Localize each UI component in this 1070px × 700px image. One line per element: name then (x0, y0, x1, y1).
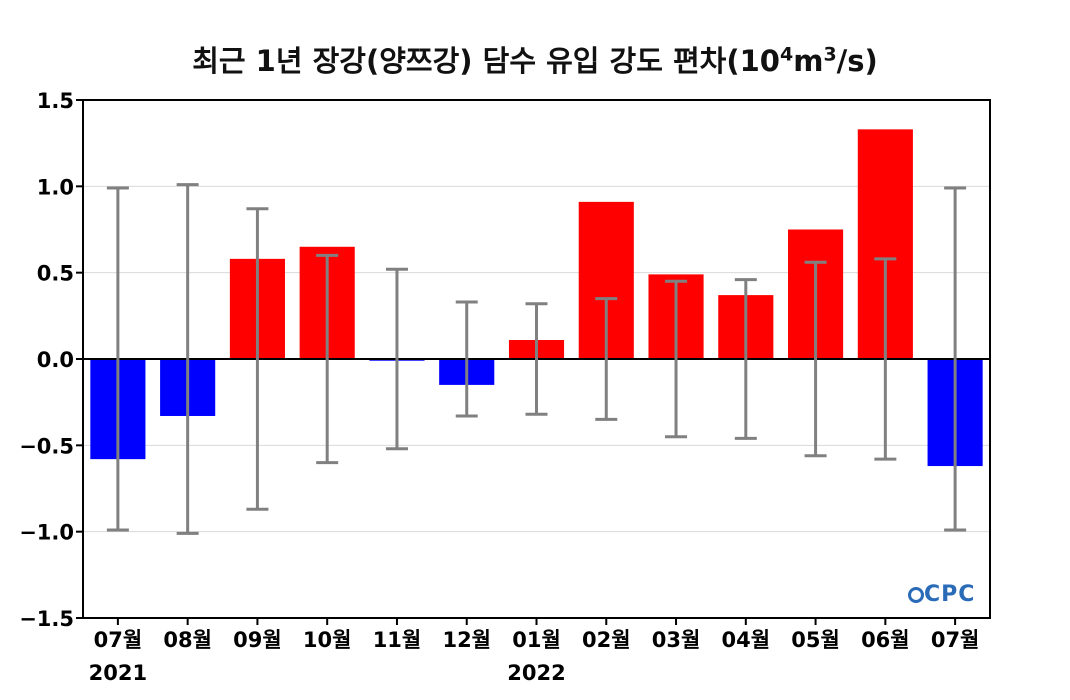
ytick-label-2: −0.5 (19, 434, 74, 458)
logo-mark-icon (908, 587, 924, 603)
error-bar-5 (455, 300, 478, 418)
xtick-label-9: 04월 (722, 628, 771, 652)
xtick-label-6: 01월 (512, 628, 561, 652)
error-bar-9 (734, 278, 757, 440)
year-label-1: 2022 (507, 661, 565, 685)
error-bar-4 (385, 267, 408, 451)
xtick-label-10: 05월 (791, 628, 840, 652)
xtick-label-11: 06월 (861, 628, 910, 652)
xtick-label-5: 12월 (442, 628, 491, 652)
xtick-label-1: 08월 (163, 628, 212, 652)
xtick-label-12: 07월 (931, 628, 980, 652)
xtick-label-0: 07월 (94, 628, 143, 652)
error-bar-1 (176, 183, 199, 535)
ytick-label-4: 0.5 (37, 262, 74, 286)
title-superscript-2: 3 (823, 43, 837, 66)
cpc-logo: CPC (908, 582, 975, 607)
error-bar-7 (595, 297, 618, 421)
error-bar-11 (874, 257, 897, 461)
chart-title: 최근 1년 장강(양쯔강) 담수 유입 강도 편차(104m3/s) (0, 38, 1070, 80)
year-label-0: 2021 (89, 661, 147, 685)
logo-text: CPC (924, 582, 976, 607)
xtick-label-7: 02월 (582, 628, 631, 652)
error-bar-6 (525, 302, 548, 416)
xtick-label-2: 09월 (233, 628, 282, 652)
title-suffix: /s) (836, 44, 878, 78)
ytick-label-0: −1.5 (19, 607, 74, 631)
xtick-label-4: 11월 (373, 628, 422, 652)
ytick-label-5: 1.0 (37, 175, 74, 199)
error-bar-8 (665, 279, 688, 439)
error-bar-12 (944, 186, 967, 532)
title-mid: m (793, 44, 824, 78)
error-bar-2 (246, 207, 269, 511)
xtick-label-3: 10월 (303, 628, 352, 652)
error-bar-0 (106, 186, 129, 532)
title-prefix: 최근 1년 장강(양쯔강) 담수 유입 강도 편차(10 (192, 44, 780, 78)
ytick-label-3: 0.0 (37, 348, 74, 372)
error-bar-10 (804, 260, 827, 458)
xtick-label-8: 03월 (652, 628, 701, 652)
ytick-label-6: 1.5 (37, 89, 74, 113)
error-bar-3 (316, 253, 339, 465)
title-superscript-1: 4 (779, 43, 794, 66)
ytick-label-1: −1.0 (19, 521, 74, 545)
